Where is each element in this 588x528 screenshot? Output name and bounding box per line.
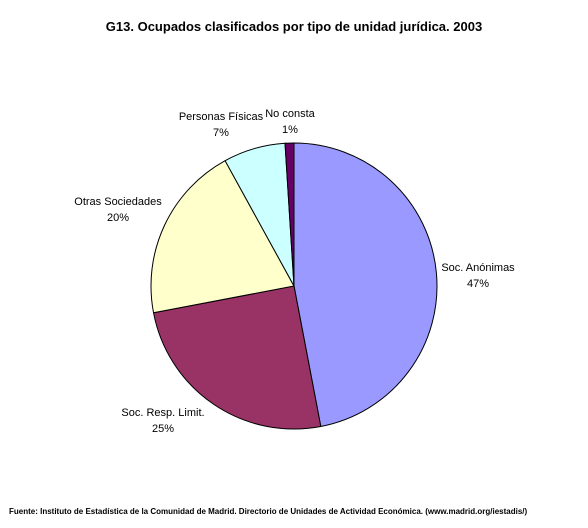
slice-label-soc-resp-limit: Soc. Resp. Limit. (121, 407, 204, 419)
slice-value-personas-fisicas: 7% (213, 127, 229, 139)
slice-label-no-consta: No consta (265, 108, 315, 120)
pie-slice-soc-resp-limit (152, 285, 322, 430)
slice-value-soc-anonimas: 47% (467, 278, 489, 290)
pie-labels: Soc. Anónimas 47% Soc. Resp. Limit. 25% Otra… (74, 108, 515, 435)
source-note: Fuente: Instituto de Estadística de la C… (9, 507, 527, 516)
slice-value-no-consta: 1% (282, 124, 298, 136)
slice-label-soc-anonimas: Soc. Anónimas (441, 262, 515, 274)
slice-label-otras-sociedades: Otras Sociedades (74, 196, 162, 208)
pie-slices (150, 142, 438, 430)
slice-value-otras-sociedades: 20% (107, 212, 129, 224)
chart-title: G13. Ocupados clasificados por tipo de u… (106, 19, 482, 34)
slice-value-soc-resp-limit: 25% (152, 423, 174, 435)
pie-slice-otras-sociedades (150, 160, 295, 314)
pie-slice-soc-anonimas (293, 142, 438, 428)
pie-slice-no-consta (284, 142, 295, 287)
slice-label-personas-fisicas: Personas Físicas (179, 111, 264, 123)
